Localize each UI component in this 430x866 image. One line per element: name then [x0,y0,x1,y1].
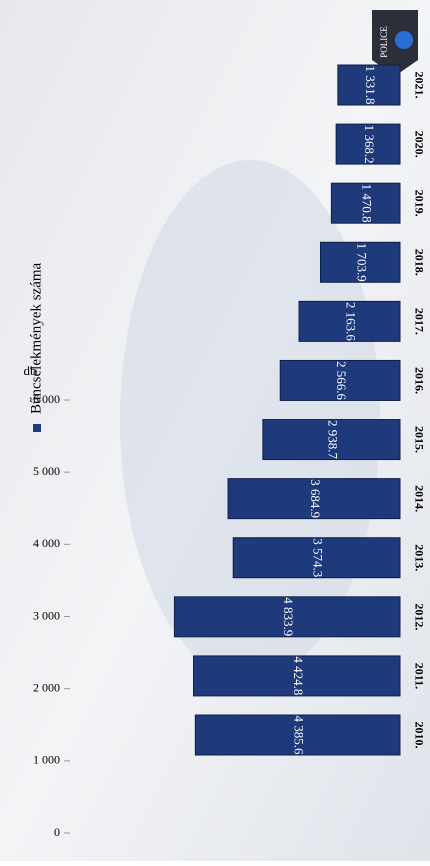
bar [232,537,401,579]
category-label: 2017. [412,308,426,335]
category-label: 2020. [412,131,426,158]
value-label: 4 385.6 [292,716,307,756]
y-tick-label: 0 [54,825,60,839]
y-axis-label: db [24,363,37,378]
value-label: 2 938.7 [325,420,340,460]
category-label: 2019. [412,190,426,217]
bar [337,64,401,106]
bar [173,596,401,638]
category-label: 2013. [412,544,426,571]
category-label: 2016. [412,367,426,394]
bar [262,419,401,461]
y-tick-label: 1 000 [33,753,60,767]
value-label: 4 833.9 [281,597,296,636]
category-label: 2011. [412,663,426,689]
category-label: 2010. [412,722,426,749]
bar [319,241,401,283]
legend-swatch [33,424,41,432]
value-label: 1 368.2 [362,125,377,164]
category-label: 2012. [412,603,426,630]
value-label: 3 574.3 [311,538,326,577]
y-tick-label: 5 000 [33,464,60,478]
value-label: 2 566.6 [334,361,349,401]
legend-label: Bűncselekmények száma [28,262,44,414]
category-label: 2021. [412,72,426,99]
logo: POLICE [372,10,418,76]
bar [227,478,401,520]
logo-text: POLICE [379,26,389,58]
bar [335,123,401,165]
bar [330,182,401,224]
y-tick-label: 3 000 [33,608,60,622]
value-label: 1 331.8 [363,66,378,105]
y-tick-label: 4 000 [33,536,60,550]
value-label: 1 703.9 [354,243,369,282]
category-label: 2015. [412,426,426,453]
value-label: 2 163.6 [344,302,359,342]
badge-emblem [395,31,413,49]
value-label: 3 684.9 [308,479,323,518]
bar [194,714,401,756]
bar [193,655,401,697]
value-label: 1 470.8 [360,184,375,223]
bar [279,359,401,401]
value-label: 4 424.8 [291,656,306,695]
category-label: 2014. [412,485,426,512]
y-tick-label: 2 000 [33,680,60,694]
bar [298,300,401,342]
y-tick-label: 6 000 [33,392,60,406]
category-label: 2018. [412,249,426,276]
badge [372,10,418,76]
